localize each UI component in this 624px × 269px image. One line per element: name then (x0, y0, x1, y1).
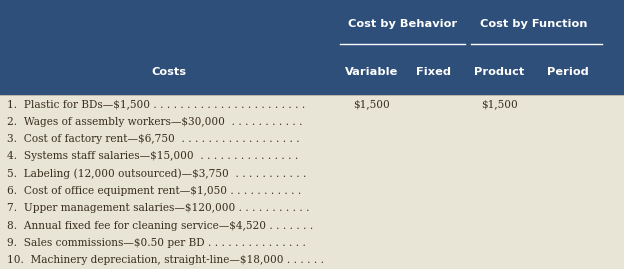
Text: 6.  Cost of office equipment rent—$1,050 . . . . . . . . . . .: 6. Cost of office equipment rent—$1,050 … (7, 186, 302, 196)
Text: Product: Product (474, 67, 524, 77)
Bar (0, 252, 624, 269)
Text: Costs: Costs (151, 67, 186, 77)
Text: Fixed: Fixed (416, 67, 451, 77)
Bar (0, 147, 624, 165)
Bar (0, 234, 624, 252)
Text: 2.  Wages of assembly workers—$30,000  . . . . . . . . . . .: 2. Wages of assembly workers—$30,000 . .… (7, 116, 303, 126)
Text: Cost by Function: Cost by Function (480, 19, 587, 29)
Text: Period: Period (547, 67, 588, 77)
Text: Cost by Behavior: Cost by Behavior (348, 19, 457, 29)
Text: 1.  Plastic for BDs—$1,500 . . . . . . . . . . . . . . . . . . . . . . .: 1. Plastic for BDs—$1,500 . . . . . . . … (7, 99, 306, 109)
Text: 7.  Upper management salaries—$120,000 . . . . . . . . . . .: 7. Upper management salaries—$120,000 . … (7, 203, 310, 213)
Text: 3.  Cost of factory rent—$6,750  . . . . . . . . . . . . . . . . . .: 3. Cost of factory rent—$6,750 . . . . .… (7, 134, 300, 144)
Bar (0, 182, 624, 200)
Bar (0, 200, 624, 217)
Bar (0, 95, 624, 113)
Text: $1,500: $1,500 (481, 99, 517, 109)
Text: Variable: Variable (344, 67, 398, 77)
Text: 10.  Machinery depreciation, straight-line—$18,000 . . . . . .: 10. Machinery depreciation, straight-lin… (7, 255, 324, 265)
Bar (0, 130, 624, 147)
Text: 5.  Labeling (12,000 outsourced)—$3,750  . . . . . . . . . . .: 5. Labeling (12,000 outsourced)—$3,750 .… (7, 168, 307, 179)
Bar (0, 113, 624, 130)
Text: 4.  Systems staff salaries—$15,000  . . . . . . . . . . . . . . .: 4. Systems staff salaries—$15,000 . . . … (7, 151, 299, 161)
Bar (0, 165, 624, 182)
Text: 8.  Annual fixed fee for cleaning service—$4,520 . . . . . . .: 8. Annual fixed fee for cleaning service… (7, 221, 314, 231)
Text: 9.  Sales commissions—$0.50 per BD . . . . . . . . . . . . . . .: 9. Sales commissions—$0.50 per BD . . . … (7, 238, 306, 248)
Bar (0, 0, 624, 95)
Text: $1,500: $1,500 (353, 99, 389, 109)
Bar (0, 217, 624, 234)
